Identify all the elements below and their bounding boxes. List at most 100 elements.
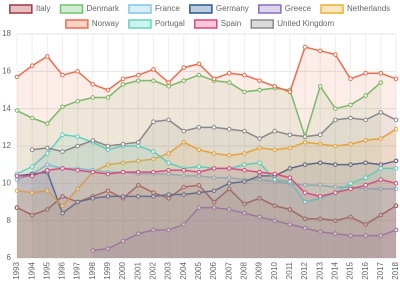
data-point xyxy=(90,138,96,143)
data-point xyxy=(120,160,126,166)
data-point xyxy=(45,188,50,194)
data-point xyxy=(393,76,399,82)
x-tick-label: 2004 xyxy=(179,261,188,279)
legend-item[interactable]: Spain xyxy=(194,19,241,29)
data-point xyxy=(211,166,217,171)
data-point xyxy=(333,231,338,237)
data-point xyxy=(333,117,338,123)
legend-item[interactable]: France xyxy=(128,4,180,14)
data-point xyxy=(242,201,247,207)
data-point xyxy=(257,160,262,166)
legend-item[interactable]: Norway xyxy=(65,19,119,29)
x-tick-label: 2009 xyxy=(255,261,264,279)
data-point xyxy=(60,132,65,138)
data-point xyxy=(29,115,35,121)
x-tick-label: 2015 xyxy=(346,261,355,279)
x-tick-label: 2012 xyxy=(300,261,309,279)
data-point xyxy=(302,190,308,195)
data-point xyxy=(393,227,399,233)
legend-item[interactable]: Germany xyxy=(189,4,249,14)
data-point xyxy=(257,169,262,175)
data-point xyxy=(257,195,262,201)
series-line xyxy=(16,163,396,190)
data-point xyxy=(45,151,50,156)
x-tick-label: 2014 xyxy=(330,261,339,279)
x-tick-label: 1997 xyxy=(73,261,82,279)
y-tick-label: 6 xyxy=(7,253,12,262)
data-point xyxy=(120,76,126,82)
data-point xyxy=(90,82,96,87)
data-point xyxy=(226,175,232,181)
data-point xyxy=(302,225,308,231)
data-point xyxy=(378,233,384,238)
legend-label: Spain xyxy=(221,19,241,28)
data-point xyxy=(363,182,368,188)
legend-item[interactable]: United Kingdom xyxy=(250,19,334,29)
legend-item[interactable]: Netherlands xyxy=(320,4,390,14)
y-tick-label: 18 xyxy=(2,29,11,38)
data-point xyxy=(242,210,247,216)
data-point xyxy=(287,222,293,227)
series-area xyxy=(17,47,396,258)
data-point xyxy=(135,182,141,188)
legend-item[interactable]: Italy xyxy=(9,4,51,14)
data-point xyxy=(393,158,399,164)
x-tick-label: 2016 xyxy=(361,261,370,279)
data-point xyxy=(196,205,202,210)
data-point xyxy=(378,70,384,76)
data-point xyxy=(317,160,323,166)
y-tick-label: 14 xyxy=(2,104,11,113)
data-point xyxy=(90,95,96,100)
data-point xyxy=(105,194,111,199)
data-point xyxy=(105,171,111,177)
data-point xyxy=(75,69,80,74)
y-tick-label: 16 xyxy=(2,66,11,75)
data-point xyxy=(378,186,384,192)
data-point xyxy=(226,166,232,171)
data-point xyxy=(257,87,262,93)
legend-label: Germany xyxy=(216,4,249,13)
data-point xyxy=(196,147,202,153)
data-point xyxy=(181,78,187,83)
data-point xyxy=(242,167,247,173)
legend-swatch xyxy=(320,4,344,14)
data-point xyxy=(29,190,35,195)
data-point xyxy=(363,117,368,123)
data-point xyxy=(75,167,80,173)
data-point xyxy=(317,48,323,54)
legend-swatch xyxy=(258,4,282,14)
data-point xyxy=(135,78,141,83)
data-point xyxy=(211,175,217,181)
series-area xyxy=(17,185,396,258)
data-point xyxy=(226,207,232,212)
data-point xyxy=(211,199,217,205)
data-point xyxy=(287,166,293,171)
data-point xyxy=(29,147,35,153)
data-point xyxy=(242,162,247,167)
data-point xyxy=(287,145,293,151)
data-point xyxy=(196,190,202,195)
data-point xyxy=(257,214,262,220)
data-point xyxy=(348,141,353,147)
series-area xyxy=(17,134,396,258)
data-point xyxy=(302,44,308,50)
data-point xyxy=(211,151,217,156)
legend-item[interactable]: Portugal xyxy=(128,19,185,29)
x-tick-label: 2011 xyxy=(285,261,294,279)
data-point xyxy=(363,175,368,181)
x-tick-label: 2013 xyxy=(315,261,324,279)
data-point xyxy=(14,188,20,194)
legend-item[interactable]: Greece xyxy=(258,4,312,14)
legend-swatch xyxy=(128,19,152,29)
series-line xyxy=(16,46,397,93)
data-point xyxy=(363,93,368,98)
data-point xyxy=(75,134,80,139)
data-point xyxy=(333,106,338,111)
x-tick-label: 2003 xyxy=(164,261,173,279)
x-tick-label: 1994 xyxy=(27,261,36,279)
data-point xyxy=(242,128,247,134)
data-point xyxy=(378,212,384,218)
data-point xyxy=(226,70,232,76)
legend-item[interactable]: Denmark xyxy=(59,4,120,14)
